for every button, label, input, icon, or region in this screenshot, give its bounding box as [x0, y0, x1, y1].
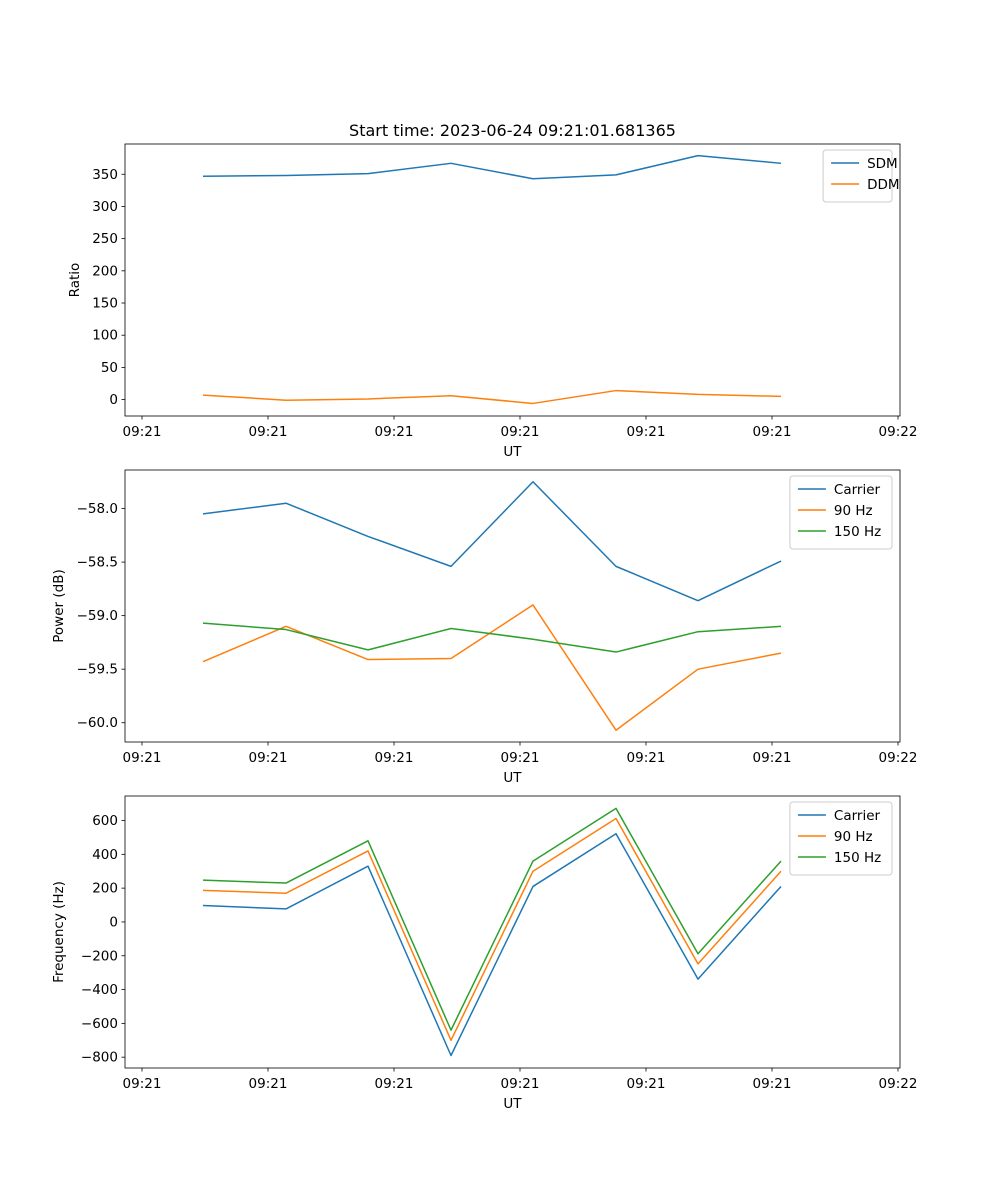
x-tick-label: 09:21	[753, 424, 792, 440]
legend-label: 150 Hz	[834, 524, 881, 540]
legend-label: 90 Hz	[834, 503, 873, 519]
y-tick-label: −59.5	[77, 662, 118, 678]
y-tick-label: −59.0	[77, 608, 118, 624]
series-line-150-hz	[202, 622, 782, 653]
x-tick-label: 09:21	[123, 1076, 162, 1092]
y-tick-label: −800	[81, 1050, 118, 1066]
x-axis-label: UT	[503, 770, 522, 786]
y-tick-label: −600	[81, 1016, 118, 1032]
chart-panel-3: 09:21 09:21 09:21 09:21 09:21 09:21 09:22 −800 −…	[51, 795, 918, 1112]
chart-panel-2: 09:21 09:21 09:21 09:21 09:21 09:21 09:22 −60.0…	[51, 469, 918, 786]
axes-frame	[124, 795, 901, 1069]
legend-label: SDM	[867, 156, 898, 172]
x-tick-label: 09:22	[879, 424, 918, 440]
y-tick-label: 0	[109, 392, 118, 408]
x-tick-label: 09:21	[627, 424, 666, 440]
x-tick-label: 09:21	[753, 750, 792, 766]
y-tick-label: 200	[92, 263, 118, 279]
y-axis-label: Ratio	[67, 263, 83, 298]
x-tick-label: 09:22	[879, 1076, 918, 1092]
y-tick-label: 400	[92, 847, 118, 863]
x-tick-label: 09:22	[879, 750, 918, 766]
legend-label: Carrier	[834, 482, 881, 498]
legend: Carrier 90 Hz 150 Hz	[789, 475, 893, 550]
series-line-ddm	[202, 389, 782, 405]
x-tick-label: 09:21	[627, 1076, 666, 1092]
legend-label: 90 Hz	[834, 829, 873, 845]
y-tick-label: 600	[92, 813, 118, 829]
legend-label: 150 Hz	[834, 850, 881, 866]
legend-label: Carrier	[834, 808, 881, 824]
legend: Carrier 90 Hz 150 Hz	[789, 801, 893, 876]
y-tick-label: 350	[92, 167, 118, 183]
x-tick-label: 09:21	[375, 750, 414, 766]
y-tick-label: 200	[92, 881, 118, 897]
y-tick-label: −60.0	[77, 715, 118, 731]
x-tick-label: 09:21	[375, 424, 414, 440]
chart-title: Start time: 2023-06-24 09:21:01.681365	[349, 121, 676, 140]
y-axis-label: Frequency (Hz)	[51, 881, 67, 983]
series-line-90-hz	[202, 817, 782, 1042]
x-tick-label: 09:21	[501, 424, 540, 440]
axes-frame	[124, 143, 901, 417]
x-axis-label: UT	[503, 444, 522, 460]
y-tick-label: 300	[92, 199, 118, 215]
x-tick-label: 09:21	[123, 750, 162, 766]
x-tick-label: 09:21	[501, 1076, 540, 1092]
y-tick-label: −400	[81, 982, 118, 998]
y-axis-label: Power (dB)	[51, 569, 67, 642]
legend-label: DDM	[867, 177, 899, 193]
y-tick-label: −58.0	[77, 501, 118, 517]
x-tick-label: 09:21	[249, 1076, 288, 1092]
y-tick-label: 250	[92, 231, 118, 247]
series-line-carrier	[202, 481, 782, 602]
y-tick-label: 0	[109, 914, 118, 930]
series-line-carrier	[202, 832, 782, 1057]
chart-panel-1: 09:21 09:21 09:21 09:21 09:21 09:21 09:22 0 50 10…	[67, 121, 917, 460]
y-tick-label: −58.5	[77, 555, 118, 571]
x-tick-label: 09:21	[249, 424, 288, 440]
y-tick-label: 150	[92, 296, 118, 312]
x-axis-label: UT	[503, 1096, 522, 1112]
axes-frame	[124, 469, 901, 743]
y-tick-label: −200	[81, 948, 118, 964]
series-line-90-hz	[202, 604, 782, 731]
y-tick-label: 100	[92, 328, 118, 344]
x-tick-label: 09:21	[249, 750, 288, 766]
legend: SDM DDM	[822, 149, 900, 203]
y-tick-label: 50	[101, 360, 118, 376]
series-line-150-hz	[202, 807, 782, 1031]
x-tick-label: 09:21	[627, 750, 666, 766]
x-tick-label: 09:21	[123, 424, 162, 440]
x-tick-label: 09:21	[375, 1076, 414, 1092]
series-line-sdm	[202, 154, 782, 180]
x-tick-label: 09:21	[753, 1076, 792, 1092]
x-tick-label: 09:21	[501, 750, 540, 766]
